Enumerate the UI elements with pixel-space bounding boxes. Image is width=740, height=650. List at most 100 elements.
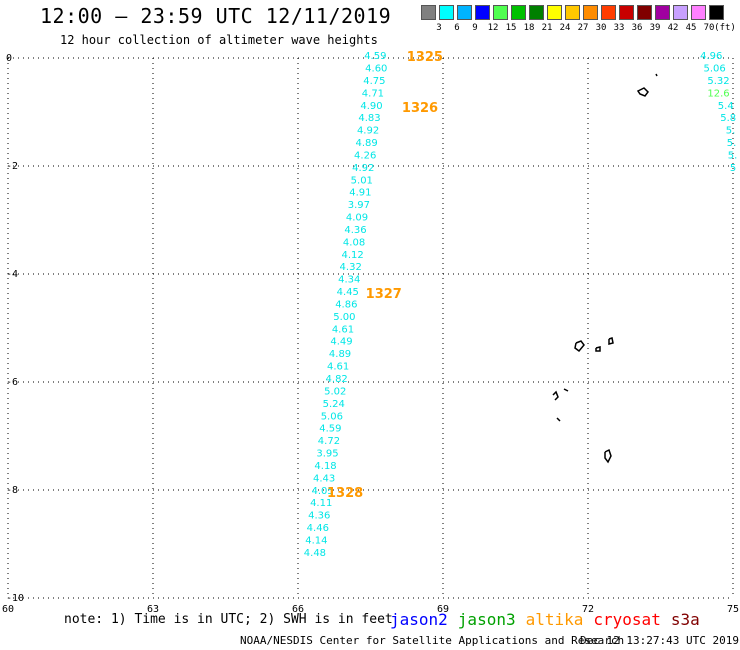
swh-data-point: 4.89 xyxy=(356,138,378,149)
color-scale-swatch xyxy=(547,5,562,20)
swh-data-point: 5 xyxy=(730,163,736,174)
swh-data-point: 5.06 xyxy=(321,411,343,422)
x-tick-label: 72 xyxy=(582,604,594,615)
swh-data-point: 4.09 xyxy=(346,213,368,224)
time-label: 1325 xyxy=(407,50,443,65)
color-scale-label: 27 xyxy=(577,23,589,33)
swh-data-point: 4.11 xyxy=(310,498,332,509)
land-outline xyxy=(563,388,569,392)
swh-data-point: 4.14 xyxy=(305,535,327,546)
color-scale-label: 24 xyxy=(559,23,571,33)
color-scale-swatch xyxy=(601,5,616,20)
swh-data-point: 4.32 xyxy=(340,262,362,273)
swh-data-point: 5.06 xyxy=(704,64,726,75)
color-scale-label: 15 xyxy=(505,23,517,33)
color-scale-swatch xyxy=(619,5,634,20)
swh-data-point: 4.36 xyxy=(308,511,330,522)
swh-data-point: 4.72 xyxy=(318,436,340,447)
color-scale-label: 45 xyxy=(685,23,697,33)
land-outline xyxy=(655,73,658,77)
color-scale-swatch xyxy=(439,5,454,20)
swh-data-point: 3.95 xyxy=(316,449,338,460)
swh-data-point: 4.75 xyxy=(363,76,385,87)
swh-data-point: 4.60 xyxy=(365,64,387,75)
time-label: 1328 xyxy=(327,486,363,501)
time-label: 1326 xyxy=(402,101,438,116)
color-scale-label: 12 xyxy=(487,23,499,33)
swh-data-point: 5.32 xyxy=(707,76,729,87)
y-tick-label: 0 xyxy=(6,53,12,64)
swh-data-point: 4.12 xyxy=(341,250,363,261)
color-scale-label: 3 xyxy=(436,23,442,33)
color-scale-swatch xyxy=(691,5,706,20)
swh-data-point: 5.00 xyxy=(333,312,355,323)
swh-data-point: 4.46 xyxy=(307,523,329,534)
swh-data-point: 5.02 xyxy=(324,386,346,397)
x-tick-label: 66 xyxy=(292,604,304,615)
footer-credit: NOAA/NESDIS Center for Satellite Applica… xyxy=(240,634,625,647)
swh-data-point: 4.59 xyxy=(364,51,386,62)
color-scale-swatch xyxy=(655,5,670,20)
legend-item-jason2: jason2 xyxy=(390,610,448,629)
page-title: 12:00 – 23:59 UTC 12/11/2019 xyxy=(40,4,392,28)
land-outline xyxy=(604,448,612,464)
swh-data-point: 5. xyxy=(726,126,736,137)
land-outline xyxy=(574,340,585,353)
time-label: 1327 xyxy=(366,287,402,302)
color-scale-swatch xyxy=(457,5,472,20)
x-tick-label: 75 xyxy=(727,604,739,615)
color-scale-unit: (ft) xyxy=(714,23,736,33)
swh-data-point: 4.26 xyxy=(354,150,376,161)
color-scale-label: 39 xyxy=(649,23,661,33)
land-outline xyxy=(608,337,614,345)
swh-data-point: 4.45 xyxy=(337,287,359,298)
y-tick-label: -10 xyxy=(6,593,24,604)
y-tick-label: -6 xyxy=(6,377,18,388)
footer-note: note: 1) Time is in UTC; 2) SWH is in fe… xyxy=(64,612,393,627)
color-scale-swatch xyxy=(709,5,724,20)
swh-data-point: 4.89 xyxy=(329,349,351,360)
page-subtitle: 12 hour collection of altimeter wave hei… xyxy=(60,33,378,47)
color-scale-label: 42 xyxy=(667,23,679,33)
swh-data-point: 4.71 xyxy=(362,88,384,99)
swh-data-point: 4.43 xyxy=(313,473,335,484)
swh-data-point: 4.82 xyxy=(326,374,348,385)
swh-data-point: 4.48 xyxy=(304,548,326,559)
swh-data-point: 5.8 xyxy=(720,113,736,124)
color-scale-label: 36 xyxy=(631,23,643,33)
swh-data-point: 4.08 xyxy=(343,237,365,248)
legend-item-jason3: jason3 xyxy=(457,610,516,629)
color-scale-label: 30 xyxy=(595,23,607,33)
swh-data-point: 4.34 xyxy=(338,275,360,286)
swh-data-point: 4.90 xyxy=(360,101,382,112)
swh-data-point: 12.6 xyxy=(707,88,729,99)
color-scale-label: 18 xyxy=(523,23,535,33)
swh-data-point: 4.61 xyxy=(327,362,349,373)
swh-data-point: 3.97 xyxy=(348,200,370,211)
swh-data-point: 4.18 xyxy=(314,461,336,472)
color-scale-swatch xyxy=(673,5,688,20)
swh-data-point: 4.83 xyxy=(358,113,380,124)
swh-data-point: 5.24 xyxy=(323,399,345,410)
swh-data-point: 5. xyxy=(728,150,738,161)
color-scale-label: 21 xyxy=(541,23,553,33)
swh-data-point: 4.92 xyxy=(357,126,379,137)
swh-data-point: 4.59 xyxy=(319,424,341,435)
color-scale-label: 70 xyxy=(703,23,715,33)
land-outline xyxy=(595,346,601,352)
color-scale-swatch xyxy=(475,5,490,20)
satellite-legend: jason2 jason3 altika cryosat s3a xyxy=(390,610,710,629)
color-scale-label: 6 xyxy=(454,23,460,33)
color-scale-swatch xyxy=(493,5,508,20)
swh-data-point: 4.96 xyxy=(700,51,722,62)
swh-data-point: 4.91 xyxy=(349,188,371,199)
x-tick-label: 60 xyxy=(2,604,14,615)
swh-data-point: 5.4 xyxy=(718,101,734,112)
color-scale-swatch xyxy=(511,5,526,20)
swh-data-point: 4.86 xyxy=(335,299,357,310)
color-scale-swatch xyxy=(583,5,598,20)
y-tick-label: -2 xyxy=(6,161,18,172)
footer-timestamp: Dec 12 13:27:43 UTC 2019 xyxy=(580,634,739,647)
swh-data-point: 4.92 xyxy=(352,163,374,174)
